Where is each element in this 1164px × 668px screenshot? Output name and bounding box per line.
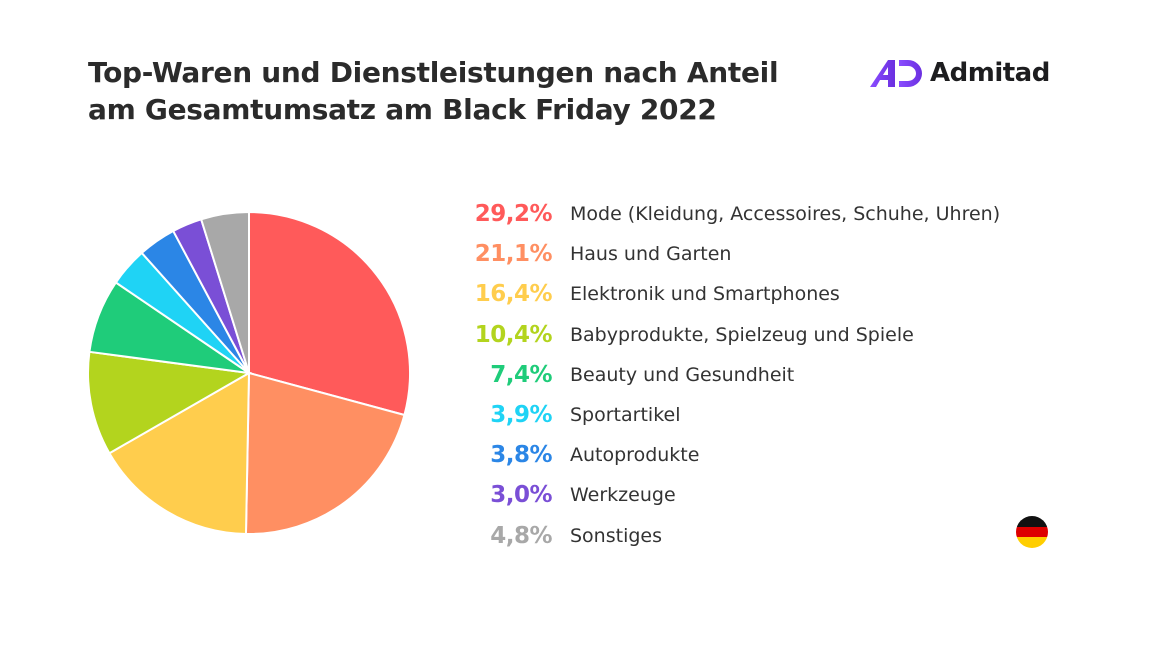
legend-percent: 10,4% xyxy=(474,321,553,348)
legend-item: 29,2% Mode (Kleidung, Accessoires, Schuhe… xyxy=(440,194,1000,234)
legend-label: Werkzeuge xyxy=(570,484,676,507)
legend: 29,2% Mode (Kleidung, Accessoires, Schuhe… xyxy=(440,194,1000,556)
pie-slice xyxy=(87,350,253,455)
legend-label: Babyprodukte, Spielzeug und Spiele xyxy=(570,323,914,346)
legend-item: 16,4% Elektronik und Smartphones xyxy=(440,274,1000,314)
legend-percent: 3,8% xyxy=(490,442,552,469)
pie-slice xyxy=(248,210,411,417)
title-line-2: am Gesamtumsatz am Black Friday 2022 xyxy=(88,93,717,126)
legend-percent: 29,2% xyxy=(474,201,553,228)
pie-slice xyxy=(108,371,251,535)
legend-percent: 7,4% xyxy=(490,361,552,388)
legend-percent: 21,1% xyxy=(474,241,553,268)
admitad-logo: Admitad xyxy=(868,56,1050,90)
legend-label: Haus und Garten xyxy=(570,243,732,266)
legend-item: 4,8% Sonstiges xyxy=(440,516,1000,556)
legend-label: Elektronik und Smartphones xyxy=(570,283,840,306)
legend-percent: 16,4% xyxy=(474,281,553,308)
legend-item: 21,1% Haus und Garten xyxy=(440,234,1000,274)
pie-slice xyxy=(244,371,406,535)
pie-chart xyxy=(87,210,411,535)
legend-item: 7,4% Beauty und Gesundheit xyxy=(440,355,1000,395)
legend-label: Sonstiges xyxy=(570,524,663,547)
title-line-1: Top-Waren und Dienstleistungen nach Ante… xyxy=(88,56,779,89)
legend-percent: 4,8% xyxy=(490,522,552,549)
legend-label: Sportartikel xyxy=(570,404,681,427)
legend-label: Mode (Kleidung, Accessoires, Schuhe, Uhr… xyxy=(570,203,1001,226)
legend-item: 3,0% Werkzeuge xyxy=(440,475,1000,515)
legend-label: Beauty und Gesundheit xyxy=(570,363,795,386)
logo-text: Admitad xyxy=(930,58,1050,88)
legend-percent: 3,0% xyxy=(490,482,552,509)
legend-label: Autoprodukte xyxy=(570,444,700,467)
legend-item: 3,9% Sportartikel xyxy=(440,395,1000,435)
admitad-logo-icon xyxy=(870,60,922,87)
legend-item: 10,4% Babyprodukte, Spielzeug und Spiele xyxy=(440,315,1000,355)
legend-item: 3,8% Autoprodukte xyxy=(440,435,1000,475)
germany-flag-icon xyxy=(1016,516,1048,548)
legend-percent: 3,9% xyxy=(490,402,552,429)
chart-title: Top-Waren und Dienstleistungen nach Ante… xyxy=(88,54,779,128)
pie-slice xyxy=(199,210,250,374)
